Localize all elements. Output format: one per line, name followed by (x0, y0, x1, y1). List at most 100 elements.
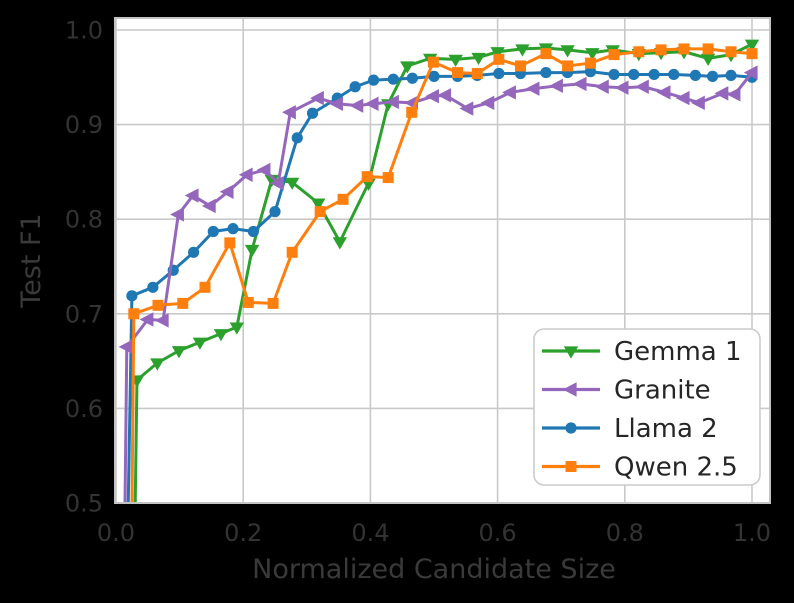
y-tick-label-0.7: 0.7 (65, 300, 103, 328)
marker-granite (329, 96, 343, 111)
marker-gemma-1 (150, 358, 165, 371)
marker-granite (184, 188, 199, 203)
marker-llama-2 (367, 74, 380, 86)
marker-gemma-1 (515, 44, 530, 57)
marker-qwen-2-5 (242, 296, 254, 308)
x-tick-label-0.6: 0.6 (479, 519, 517, 547)
series-granite (118, 65, 758, 503)
grid-lines (115, 18, 770, 504)
x-tick-label-0.8: 0.8 (606, 519, 644, 547)
marker-qwen-2-5 (314, 206, 326, 218)
legend-marker-qwen-2-5 (565, 461, 577, 472)
marker-granite (614, 80, 629, 95)
marker-qwen-2-5 (337, 193, 349, 205)
marker-gemma-1 (471, 52, 486, 66)
marker-qwen-2-5 (584, 57, 596, 69)
marker-granite (269, 176, 284, 191)
marker-qwen-2-5 (725, 46, 737, 58)
marker-granite (743, 65, 758, 80)
marker-llama-2 (648, 68, 660, 81)
marker-llama-2 (584, 66, 597, 78)
marker-granite (139, 312, 154, 327)
legend-label-llama-2: Llama 2 (614, 414, 718, 444)
marker-llama-2 (207, 225, 219, 238)
marker-granite (256, 162, 271, 178)
marker-qwen-2-5 (361, 171, 373, 183)
marker-granite (282, 105, 296, 120)
marker-qwen-2-5 (493, 53, 505, 65)
marker-llama-2 (227, 223, 239, 235)
marker-llama-2 (668, 68, 680, 81)
marker-qwen-2-5 (286, 246, 298, 258)
marker-qwen-2-5 (199, 281, 211, 293)
marker-llama-2 (406, 72, 418, 84)
marker-gemma-1 (264, 174, 280, 188)
x-tick-label-1.0: 1.0 (733, 519, 771, 547)
marker-gemma-1 (171, 346, 187, 359)
marker-qwen-2-5 (608, 49, 620, 61)
legend-label-gemma-1: Gemma 1 (614, 337, 742, 367)
markers-qwen-2-5 (128, 43, 758, 320)
legend-marker-llama-2 (565, 422, 577, 434)
marker-llama-2 (706, 70, 719, 82)
marker-granite (691, 95, 705, 111)
series-qwen-2-5 (128, 43, 758, 503)
marker-llama-2 (126, 290, 138, 302)
marker-granite (714, 86, 729, 101)
marker-qwen-2-5 (406, 106, 418, 118)
y-axis-label: Test F1 (16, 213, 47, 308)
marker-qwen-2-5 (633, 46, 645, 58)
marker-gemma-1 (284, 177, 300, 190)
marker-granite (425, 89, 439, 104)
marker-gemma-1 (490, 47, 505, 60)
marker-llama-2 (689, 69, 701, 82)
marker-granite (238, 167, 253, 182)
y-tick-label-0.5: 0.5 (65, 490, 103, 518)
legend-label-qwen-2-5: Qwen 2.5 (614, 453, 738, 483)
marker-llama-2 (725, 69, 737, 82)
marker-gemma-1 (700, 53, 716, 66)
marker-llama-2 (269, 206, 281, 218)
marker-granite (170, 207, 184, 222)
legend-marker-gemma-1 (563, 346, 579, 359)
marker-granite (726, 87, 741, 102)
marker-llama-2 (291, 132, 303, 144)
marker-qwen-2-5 (471, 68, 483, 80)
marker-granite (154, 313, 169, 328)
marker-gemma-1 (400, 61, 415, 74)
marker-qwen-2-5 (678, 43, 690, 55)
marker-granite (502, 85, 516, 100)
marker-llama-2 (349, 81, 361, 93)
y-tick-label-0.6: 0.6 (65, 395, 103, 423)
plot-border (114, 17, 771, 504)
marker-gemma-1 (311, 198, 326, 211)
marker-llama-2 (493, 67, 505, 80)
marker-qwen-2-5 (746, 48, 758, 60)
marker-granite (675, 90, 690, 106)
y-tick-label-1.0: 1.0 (65, 17, 103, 45)
marker-llama-2 (247, 225, 259, 238)
marker-llama-2 (608, 68, 620, 81)
marker-granite (480, 95, 495, 111)
marker-granite (525, 81, 540, 96)
marker-granite (364, 96, 379, 111)
legend-item-qwen-2-5: Qwen 2.5 (542, 453, 738, 483)
legend: Gemma 1 Granite Llama 2 Qwen 2.5 (533, 328, 761, 486)
marker-qwen-2-5 (177, 297, 189, 309)
marker-granite (572, 76, 587, 92)
marker-granite (459, 101, 474, 116)
marker-llama-2 (428, 70, 440, 82)
marker-qwen-2-5 (427, 56, 439, 68)
marker-granite (594, 79, 609, 94)
marker-gemma-1 (585, 48, 600, 61)
y-tick-label-0.8: 0.8 (65, 206, 103, 234)
marker-granite (656, 85, 671, 100)
marker-llama-2 (387, 73, 399, 85)
marker-gemma-1 (192, 337, 208, 350)
marker-qwen-2-5 (224, 237, 236, 249)
marker-granite (310, 90, 324, 106)
marker-qwen-2-5 (702, 43, 714, 55)
marker-gemma-1 (229, 322, 245, 335)
marker-qwen-2-5 (562, 60, 574, 72)
